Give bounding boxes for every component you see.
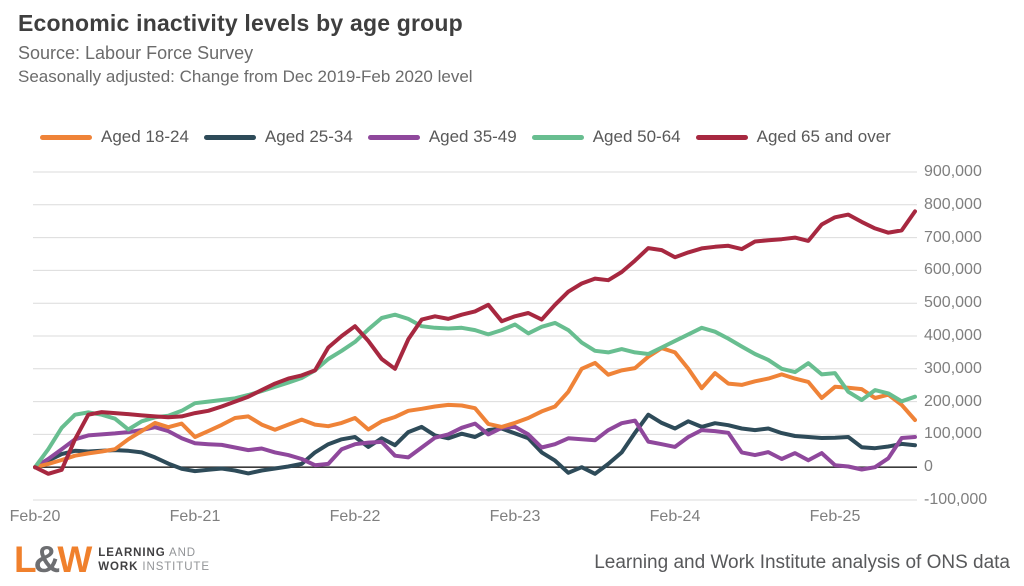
x-tick-label: Feb-22 xyxy=(329,508,381,525)
legend-item-aged-25-34: Aged 25-34 xyxy=(203,127,353,147)
legend-line-swatch xyxy=(367,134,420,140)
lw-logo-text: LEARNING AND WORK INSTITUTE xyxy=(98,546,210,574)
legend-label: Aged 25-34 xyxy=(264,127,353,146)
y-tick-label: -100,000 xyxy=(924,491,988,508)
x-tick-label: Feb-25 xyxy=(809,508,861,525)
x-tick-label: Feb-20 xyxy=(9,508,61,525)
lw-institute-logo: L&W LEARNING AND WORK INSTITUTE xyxy=(14,540,210,580)
legend-label: Aged 50-64 xyxy=(592,127,681,146)
x-tick-label: Feb-24 xyxy=(649,508,701,525)
series-line-aged-18-24 xyxy=(33,346,917,470)
series-line-aged-35-49 xyxy=(33,418,917,472)
logo-letter-w: W xyxy=(57,539,92,580)
series-line-aged-50-64 xyxy=(33,312,917,470)
y-tick-label: 200,000 xyxy=(924,392,982,410)
legend-item-aged-35-49: Aged 35-49 xyxy=(367,127,517,147)
y-tick-label: 400,000 xyxy=(924,327,982,344)
y-tick-label: 500,000 xyxy=(924,294,982,312)
legend-line-swatch xyxy=(695,134,748,140)
legend-label: Aged 35-49 xyxy=(428,127,517,146)
legend-item-aged-18-24: Aged 18-24 xyxy=(40,127,189,147)
logo-text-line1: LEARNING AND xyxy=(98,547,196,559)
y-tick-label: 700,000 xyxy=(924,228,982,246)
series-line-aged-65-and-over xyxy=(33,209,917,476)
logo-ampersand: & xyxy=(33,539,61,580)
y-tick-label: 600,000 xyxy=(924,261,982,279)
y-tick-label: 800,000 xyxy=(924,195,982,213)
x-tick-label: Feb-21 xyxy=(169,508,221,525)
legend-item-aged-65-and-over: Aged 65 and over xyxy=(695,127,891,147)
y-tick-label: 100,000 xyxy=(924,425,982,443)
analysis-credit: Learning and Work Institute analysis of … xyxy=(594,552,1010,573)
y-tick-label: 900,000 xyxy=(924,163,982,180)
legend-label: Aged 65 and over xyxy=(756,127,891,146)
chart-plot-area xyxy=(33,171,917,501)
legend: Aged 18-24 Aged 25-34 Aged 35-49 Aged 50-64… xyxy=(40,127,891,147)
legend-line-swatch xyxy=(203,134,256,140)
y-tick-label: 0 xyxy=(924,458,933,476)
legend-line-swatch xyxy=(531,134,584,140)
page-title: Economic inactivity levels by age group xyxy=(18,10,463,36)
chart-note: Seasonally adjusted: Change from Dec 201… xyxy=(18,67,473,86)
chart-source: Source: Labour Force Survey xyxy=(18,43,254,63)
logo-text-line2: WORK INSTITUTE xyxy=(98,561,210,573)
series-line-aged-25-34 xyxy=(33,412,917,476)
logo-letter-l: L xyxy=(14,539,37,580)
y-tick-label: 300,000 xyxy=(924,359,982,377)
x-tick-label: Feb-23 xyxy=(489,508,541,525)
lw-logo-mark: L&W xyxy=(14,539,92,580)
legend-line-swatch xyxy=(40,134,92,140)
legend-label: Aged 18-24 xyxy=(101,127,189,146)
legend-item-aged-50-64: Aged 50-64 xyxy=(531,127,681,147)
chart-header: Economic inactivity levels by age group … xyxy=(18,8,473,87)
